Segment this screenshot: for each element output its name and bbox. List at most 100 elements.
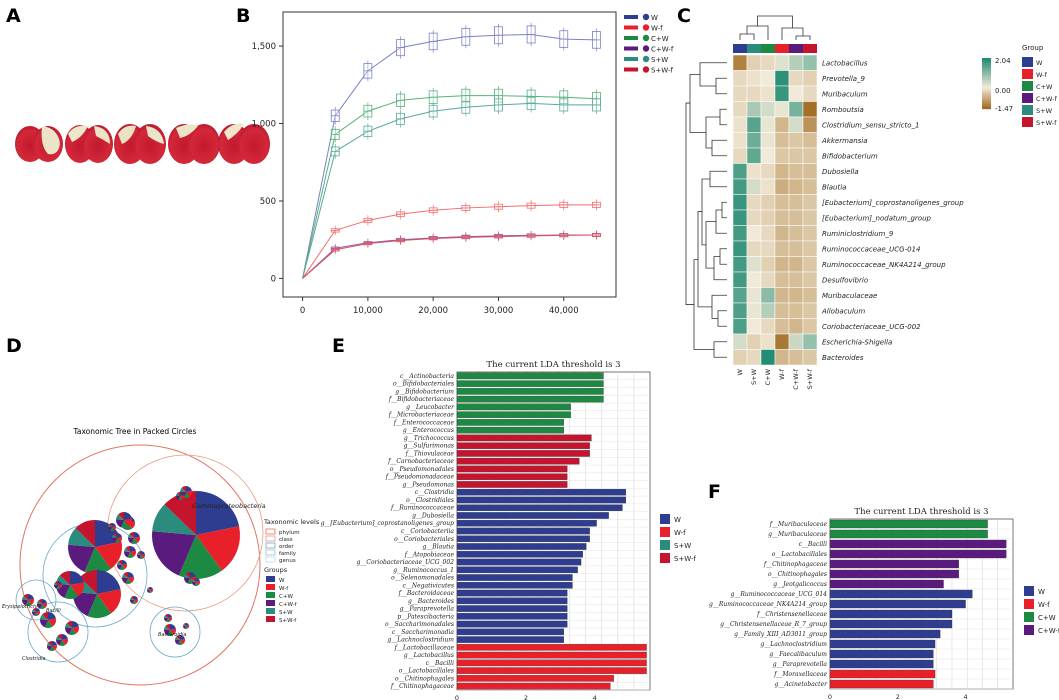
- lda-bar-label: f__Bacteroidaceae: [398, 590, 455, 597]
- legend-dot: [642, 13, 650, 21]
- row-label: Prevotella_9: [822, 75, 866, 83]
- group-legend-title: Group: [1022, 44, 1044, 52]
- column-label: S+W: [750, 368, 758, 385]
- heatmap-cell: [746, 70, 762, 87]
- panel-letter-a: A: [6, 5, 21, 27]
- heatmap-cell: [788, 70, 804, 87]
- group-swatch: [266, 592, 275, 598]
- column-label: W: [736, 368, 744, 375]
- pie-slice: [107, 526, 112, 531]
- row-label: Ruminococcaceae_NK4A214_group: [822, 261, 946, 269]
- heatmap-cell: [802, 116, 818, 133]
- lda-bar-label: f__Pseudomonadaceae: [385, 474, 455, 481]
- pie-slice: [58, 584, 63, 589]
- pie-slice: [180, 635, 185, 640]
- colorbar-label: 0.00: [995, 87, 1011, 95]
- row-label: Muribaculum: [822, 90, 868, 98]
- x-tick-label: 40,000: [549, 306, 579, 316]
- lda-bar: [829, 659, 934, 669]
- group-bar-segment: [747, 44, 761, 53]
- dendrogram-branch: [715, 77, 727, 95]
- heatmap-cell: [732, 256, 748, 273]
- pie-slice: [122, 573, 128, 578]
- pie-slice: [42, 603, 48, 609]
- pie-slice: [125, 546, 130, 552]
- legend-dot: [642, 66, 650, 73]
- heatmap-cell: [774, 225, 790, 242]
- pie-slice: [180, 492, 184, 496]
- lda-bar-label: g__Blautia: [422, 544, 454, 551]
- level-swatch: [265, 528, 276, 535]
- heatmap-cell: [760, 116, 776, 133]
- pie-slice: [164, 617, 168, 622]
- level-swatch: [265, 535, 276, 542]
- heatmap-cell: [802, 271, 818, 288]
- pie-slice: [112, 526, 117, 531]
- class-circle: [15, 579, 57, 621]
- pie-slice: [170, 624, 176, 630]
- lda-bar: [829, 619, 953, 629]
- pie-slice: [117, 537, 123, 543]
- heatmap-cell: [802, 333, 818, 350]
- pie-slice: [134, 536, 140, 543]
- heatmap-cell: [760, 70, 776, 87]
- dendrogram-branch: [711, 294, 727, 319]
- pie-slice: [128, 576, 134, 583]
- lda-bar: [829, 549, 1007, 559]
- colorbar-step: [982, 68, 991, 71]
- dendrogram-branch: [721, 201, 727, 219]
- heatmap-cell: [788, 349, 804, 366]
- circle-label: Erysipelotrichi: [2, 604, 38, 610]
- colorbar: 2.04 0.00 -1.47: [982, 57, 1013, 113]
- panel-letter-d: D: [6, 335, 22, 357]
- heatmap-cell: [746, 333, 762, 350]
- pie-slice: [164, 625, 170, 630]
- pie-slice: [36, 611, 41, 616]
- heatmap-cell: [732, 225, 748, 242]
- pie-slice: [75, 520, 95, 547]
- group-color-bar: [733, 44, 817, 53]
- lda-bar-label: o__Bifidobacteriales: [393, 381, 454, 388]
- pie-slice: [120, 520, 129, 528]
- heatmap-cell: [774, 333, 790, 350]
- colorbar-label: -1.47: [995, 105, 1013, 113]
- pie-slice: [139, 555, 144, 559]
- x-tick-label: 0: [455, 694, 459, 700]
- lda-bar-label: o__Pseudomonadales: [390, 466, 454, 473]
- lda-bar: [456, 628, 564, 636]
- pie-slice: [196, 578, 200, 582]
- lda-bar: [456, 543, 587, 550]
- lda-bar-label: c__Actinobacteria: [400, 373, 454, 380]
- dendrogram-branch: [713, 256, 727, 281]
- heatmap-cell: [732, 271, 748, 288]
- colorbar-step: [982, 92, 991, 94]
- lda-bar: [456, 380, 604, 387]
- x-tick-label: 4: [593, 694, 597, 700]
- pie-slice: [56, 639, 62, 646]
- heatmap-cell: [774, 101, 790, 118]
- group-label: C+W-f: [279, 602, 298, 608]
- lda-bar-label: f__Atopobiaceae: [404, 551, 455, 558]
- heatmap-cell: [732, 209, 748, 226]
- lda-legend-label: W: [1038, 588, 1045, 596]
- pie-slice: [48, 641, 52, 646]
- group-legend-swatch: [1022, 57, 1033, 67]
- lda-bar: [456, 496, 627, 504]
- legend-swatch: [624, 46, 638, 51]
- pie-slice: [64, 585, 79, 600]
- pie-slice: [56, 635, 62, 640]
- pie-slice: [165, 624, 170, 630]
- pie-slice: [117, 533, 122, 538]
- pie-slice: [141, 551, 145, 555]
- heatmap-cell: [760, 287, 776, 304]
- lda-bar: [456, 551, 583, 558]
- level-label: family: [279, 551, 297, 557]
- panel-letter-c: C: [677, 5, 691, 27]
- class-circle: [149, 606, 201, 658]
- pie-slice: [150, 589, 154, 593]
- legend-swatch: [624, 57, 638, 61]
- lda-legend-swatch: [660, 527, 670, 537]
- pie-slice: [65, 623, 72, 628]
- lda-legend-swatch: [660, 514, 670, 524]
- heatmap-cell: [732, 116, 748, 133]
